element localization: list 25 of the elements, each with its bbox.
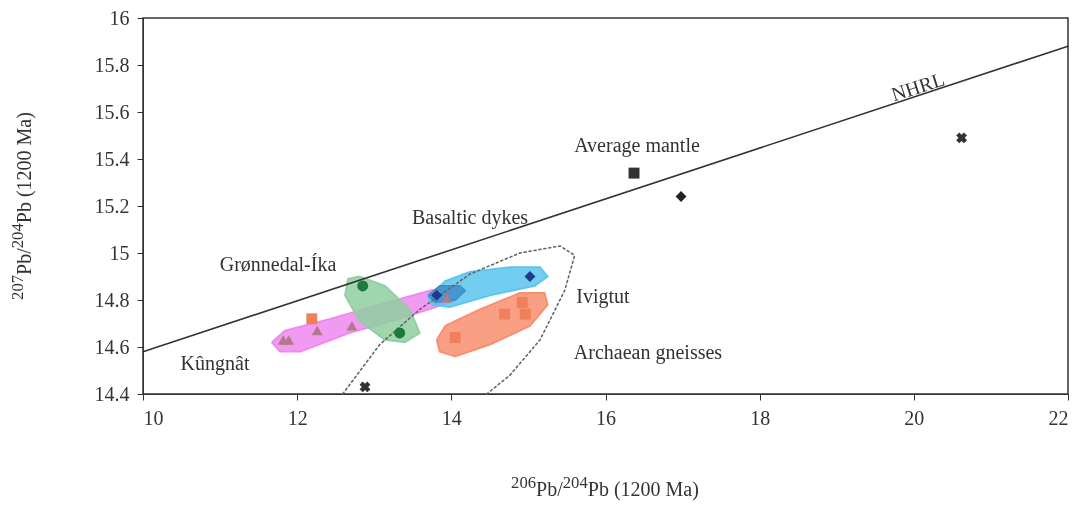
annotation: Ivigtut	[576, 284, 630, 308]
y-tick-label: 15.8	[94, 53, 130, 76]
annotation: Grønnedal-Íka	[219, 252, 337, 276]
y-tick-label: 14.8	[94, 288, 130, 311]
annotation: NHRL	[888, 67, 948, 107]
x-tick-label: 10	[143, 406, 164, 429]
x-tick-label: 14	[441, 406, 462, 429]
y-tick-label: 14.4	[94, 382, 130, 405]
x-tick-label: 22	[1048, 406, 1069, 429]
x-axis-title: $^{206}$Pb/$^{204}$Pb (1200 Ma)	[511, 473, 699, 501]
y-tick-label: 16	[109, 6, 130, 29]
annotation: Archaean gneisses	[573, 340, 723, 364]
line-series	[341, 245, 576, 395]
x-tick-label: 20	[904, 406, 925, 429]
annotation: Average mantle	[574, 133, 700, 157]
annotation: Basaltic dykes	[411, 205, 529, 229]
y-tick-label: 15.4	[94, 147, 130, 170]
annotation: Kûngnât	[180, 351, 250, 375]
x-tick-label: 12	[287, 406, 308, 429]
x-tick-label: 16	[596, 406, 616, 429]
y-tick-label: 14.6	[94, 335, 130, 358]
y-tick-label: 15.2	[94, 194, 130, 217]
y-tick-label: 15.6	[94, 100, 130, 123]
y-tick-label: 15	[109, 241, 130, 264]
x-tick-label: 18	[750, 406, 771, 429]
